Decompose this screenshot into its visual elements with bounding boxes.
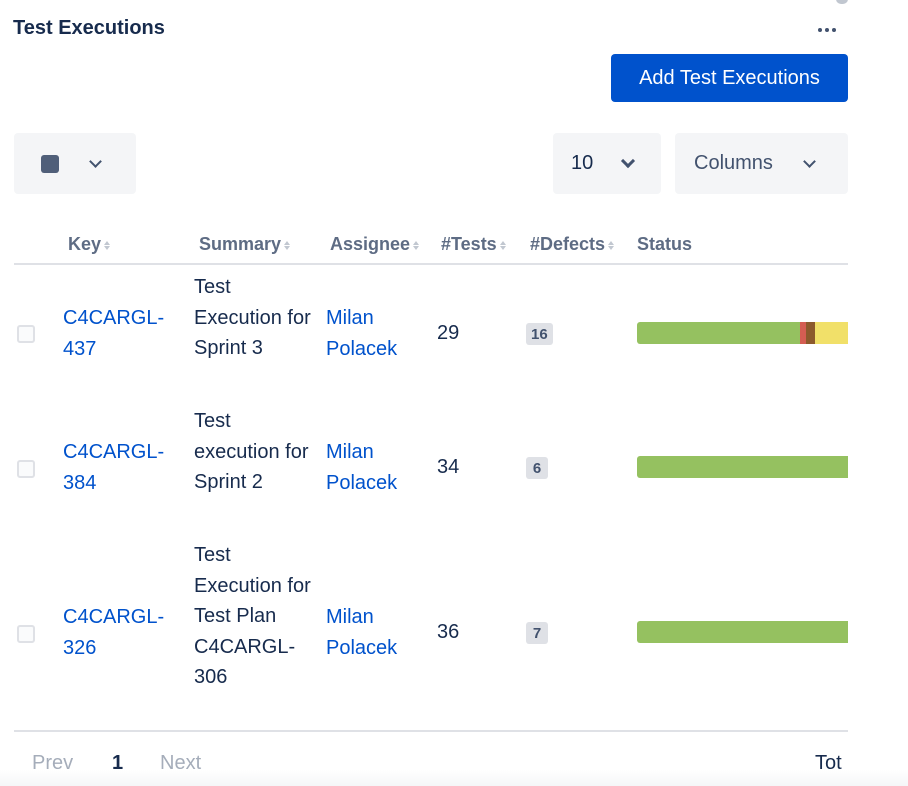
defects-badge: 7: [526, 622, 548, 644]
status-segment: [637, 322, 800, 344]
chevron-down-icon: [803, 154, 816, 168]
more-horizontal-icon: [818, 28, 822, 32]
issue-key-link[interactable]: C4CARGL-326: [63, 606, 165, 659]
defects-badge: 16: [526, 323, 553, 345]
status-progress-bar: [637, 456, 857, 478]
next-page-button[interactable]: Next: [160, 752, 202, 774]
sort-icon: [413, 240, 420, 250]
page-size-value: 10: [571, 152, 594, 174]
column-header-key[interactable]: Key: [68, 234, 111, 255]
summary-text: Test execution for Sprint 2: [194, 410, 309, 493]
column-header-status: Status: [637, 234, 693, 254]
row-checkbox[interactable]: [17, 325, 35, 343]
column-header-assignee[interactable]: Assignee: [330, 234, 420, 255]
assignee-link[interactable]: Milan Polacek: [326, 606, 398, 659]
column-header-summary[interactable]: Summary: [199, 234, 291, 255]
more-options-button[interactable]: [812, 18, 842, 42]
assignee-link[interactable]: Milan Polacek: [326, 441, 398, 494]
tests-count: 34: [437, 456, 460, 478]
column-header-tests[interactable]: #Tests: [441, 234, 506, 255]
sort-icon: [104, 240, 111, 250]
sort-icon: [608, 240, 615, 250]
status-progress-bar: [637, 621, 857, 643]
sort-icon: [284, 240, 291, 250]
chevron-down-icon: [620, 153, 636, 169]
status-segment: [815, 322, 849, 344]
status-segment: [806, 322, 816, 344]
row-checkbox[interactable]: [17, 625, 35, 643]
status-progress-bar: [637, 322, 857, 344]
summary-text: Test Execution for Sprint 3: [194, 276, 311, 359]
assignee-link[interactable]: Milan Polacek: [326, 307, 398, 360]
columns-label: Columns: [694, 152, 773, 174]
issue-key-link[interactable]: C4CARGL-384: [63, 441, 165, 494]
total-count-label: Tot: [815, 752, 842, 774]
column-header-defects[interactable]: #Defects: [530, 234, 615, 255]
panel-title: Test Executions: [13, 17, 165, 39]
chevron-down-icon: [89, 154, 102, 168]
summary-text: Test Execution for Test Plan C4CARGL-306: [194, 544, 311, 688]
status-segment: [637, 456, 857, 478]
sort-icon: [499, 240, 506, 250]
status-segment: [637, 621, 857, 643]
bottom-scroll-fade: [0, 770, 908, 786]
status-segment: [799, 322, 807, 344]
defects-badge: 6: [526, 457, 548, 479]
tests-count: 36: [437, 621, 460, 643]
footer-divider: [14, 730, 848, 732]
bulk-select-dropdown[interactable]: [14, 133, 136, 194]
scrollbar-thumb[interactable]: [836, 0, 848, 4]
more-horizontal-icon-dot: [825, 28, 829, 32]
page-number-current[interactable]: 1: [112, 752, 124, 774]
more-horizontal-icon-dot: [832, 28, 836, 32]
tests-count: 29: [437, 322, 460, 344]
row-checkbox[interactable]: [17, 460, 35, 478]
columns-dropdown[interactable]: Columns: [675, 133, 848, 194]
prev-page-button[interactable]: Prev: [32, 752, 74, 774]
panel-edge: [848, 0, 908, 786]
checkbox-square-icon: [41, 154, 59, 173]
add-test-executions-button[interactable]: Add Test Executions: [611, 54, 848, 102]
page-size-select[interactable]: 10: [553, 133, 661, 194]
header-divider: [14, 263, 848, 265]
issue-key-link[interactable]: C4CARGL-437: [63, 307, 165, 360]
